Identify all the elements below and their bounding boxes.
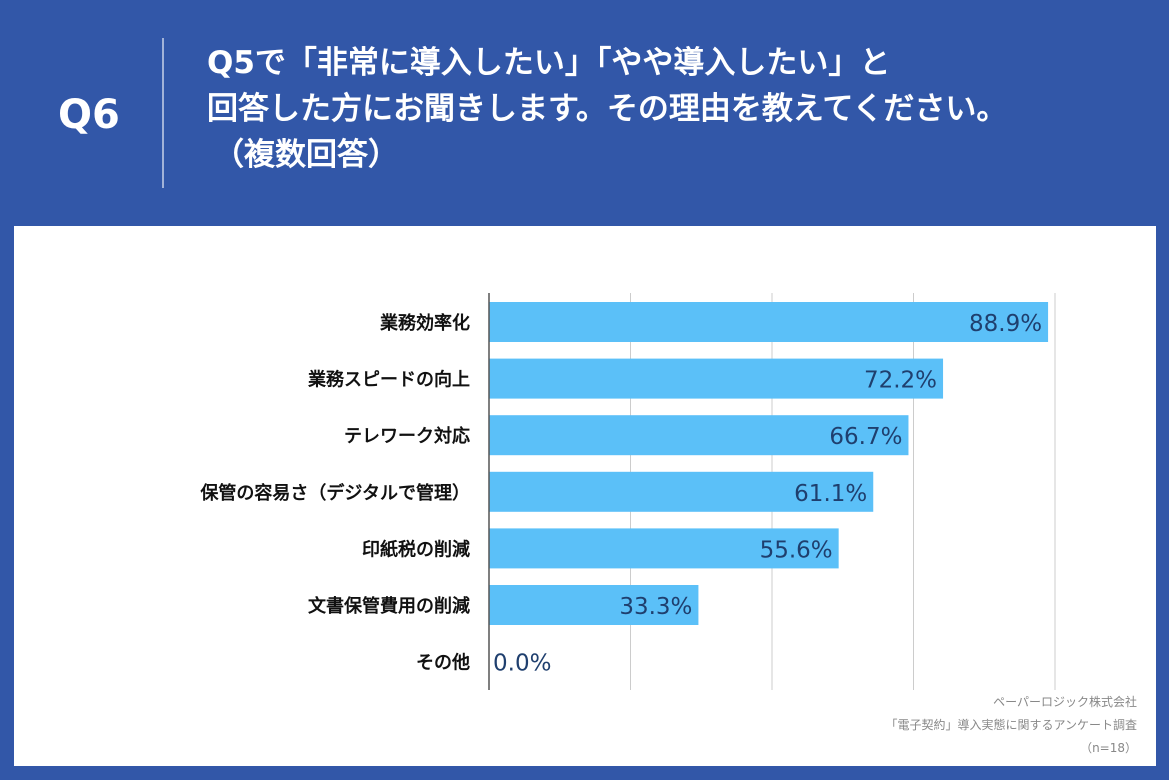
category-label: 業務スピードの向上 bbox=[307, 369, 470, 391]
sample-size: （n=18） bbox=[1080, 741, 1137, 755]
value-label: 72.2% bbox=[864, 368, 937, 394]
value-label: 88.9% bbox=[969, 311, 1042, 337]
header-divider bbox=[162, 38, 164, 188]
bar bbox=[489, 585, 699, 625]
bar bbox=[489, 415, 909, 456]
value-label: 55.6% bbox=[760, 537, 833, 563]
category-label: 業務効率化 bbox=[379, 312, 470, 334]
bar bbox=[489, 358, 944, 399]
source-company: ペーパーロジック株式会社 bbox=[993, 695, 1137, 709]
question-number: Q6 bbox=[58, 92, 120, 138]
value-label: 0.0% bbox=[493, 651, 551, 677]
bar bbox=[489, 528, 839, 569]
category-label: 印紙税の削減 bbox=[362, 538, 470, 560]
title-line-3: （複数回答） bbox=[213, 137, 399, 173]
title-line-2: 回答した方にお聞きします。その理由を教えてください。 bbox=[207, 91, 1008, 127]
source-survey: 「電子契約」導入実態に関するアンケート調査 bbox=[885, 718, 1137, 732]
category-label: テレワーク対応 bbox=[344, 425, 470, 447]
title-line-1: Q5で「非常に導入したい」「やや導入したい」と bbox=[207, 45, 891, 81]
category-label: 文書保管費用の削減 bbox=[308, 595, 470, 617]
value-label: 66.7% bbox=[829, 424, 902, 450]
category-label: 保管の容易さ（デジタルで管理） bbox=[199, 482, 470, 504]
bar bbox=[489, 471, 874, 512]
question-title: Q5で「非常に導入したい」「やや導入したい」と 回答した方にお聞きします。その理… bbox=[207, 40, 1007, 178]
category-label: その他 bbox=[416, 652, 470, 674]
value-label: 61.1% bbox=[794, 481, 867, 507]
value-label: 33.3% bbox=[619, 594, 692, 620]
bar bbox=[489, 302, 1049, 342]
